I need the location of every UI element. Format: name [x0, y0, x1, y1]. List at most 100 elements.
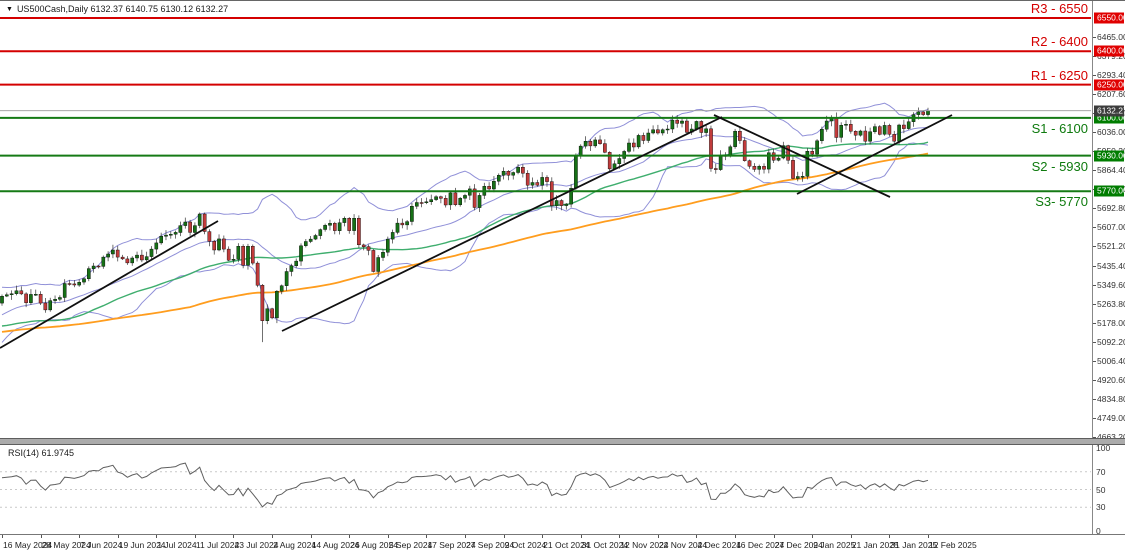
pane-separator[interactable]: [0, 438, 1125, 445]
time-tick-label: 7 Jun 2024: [80, 540, 123, 550]
candle-body: [887, 125, 892, 135]
candle-body: [193, 225, 197, 233]
time-tick-mark: [657, 535, 659, 538]
candle-body: [135, 254, 139, 259]
time-tick-label: 27 Sep 2024: [465, 540, 515, 550]
time-tick-mark: [773, 535, 775, 538]
candle-body: [796, 176, 800, 179]
candle-body: [521, 166, 525, 174]
candle-body: [632, 142, 636, 148]
candle-body: [294, 260, 299, 267]
resistance-label-r2: R2 - 6400: [1030, 34, 1088, 50]
time-tick-label: 4 Dec 2024: [697, 540, 741, 550]
candle-body: [554, 200, 559, 206]
candle-body: [207, 231, 212, 242]
candle-body: [636, 135, 641, 148]
time-tick-label: 16 Dec 2024: [736, 540, 785, 550]
candle-body: [660, 129, 665, 134]
candle-body: [492, 180, 496, 190]
candle-body: [125, 258, 130, 264]
time-tick-label: 17 Sep 2024: [427, 540, 476, 550]
candle-body: [791, 160, 795, 179]
candle-body: [559, 200, 564, 206]
candle-body: [535, 182, 540, 186]
candle-body: [106, 253, 110, 258]
candle-body: [453, 192, 458, 205]
trendline-1[interactable]: [0, 220, 219, 349]
candle-body: [333, 223, 337, 231]
time-tick-mark: [927, 535, 929, 538]
candle-body: [130, 257, 135, 264]
time-tick-mark: [40, 535, 42, 538]
time-tick-mark: [156, 535, 158, 538]
time-tick-mark: [889, 535, 891, 538]
candle-body: [236, 245, 241, 260]
candle-body: [120, 256, 125, 260]
candle-body: [670, 119, 675, 130]
price-tick-label: 5263.80: [1097, 298, 1125, 309]
level-price-badge-r2: 6400.00: [1094, 45, 1125, 57]
price-tick-label: 5607.00: [1097, 222, 1125, 233]
trendline-2[interactable]: [281, 116, 723, 332]
time-axis[interactable]: 16 May 2024 28 May 2024 7 Jun 2024 19 Jun 2…: [0, 534, 1125, 550]
candle-body: [815, 140, 819, 155]
candle-body: [96, 265, 101, 268]
candle-body: [849, 124, 853, 132]
trendline-4[interactable]: [796, 114, 953, 195]
rsi-scale-label: 70: [1096, 466, 1106, 477]
candle-body: [115, 249, 120, 258]
price-tick-mark: [1093, 436, 1096, 438]
candle-body: [328, 223, 332, 226]
price-tick-label: 5864.40: [1097, 165, 1125, 176]
time-tick-label: 14 Aug 2024: [311, 540, 360, 550]
price-tick-label: 4834.80: [1097, 393, 1125, 404]
candle-body: [188, 221, 192, 233]
time-tick-label: 12 Feb 2025: [928, 540, 977, 550]
candle-body: [14, 290, 19, 294]
candle-body: [704, 128, 708, 133]
candle-body: [593, 139, 597, 147]
candle-body: [878, 126, 882, 135]
ma-fast-line[interactable]: [1, 141, 929, 327]
support-label-s1: S1 - 6100: [1031, 120, 1088, 136]
time-tick-label: 26 Aug 2024: [350, 540, 398, 550]
candle-body: [627, 142, 631, 152]
candle-body: [434, 196, 438, 200]
price-tick-label: 6036.00: [1097, 127, 1125, 138]
time-tick-mark: [850, 535, 852, 538]
candle-body: [651, 129, 655, 134]
candle-body: [564, 203, 569, 206]
candle-body: [366, 246, 371, 251]
candle-body: [168, 233, 173, 236]
candle-body: [718, 155, 723, 170]
symbol-info[interactable]: ▼ US500Cash,Daily 6132.37 6140.75 6130.1…: [6, 4, 228, 14]
candle-body: [728, 146, 733, 156]
candle-body: [458, 198, 463, 205]
candle-body: [0, 296, 4, 304]
candle-body: [781, 145, 786, 159]
ma-slow-line[interactable]: [1, 152, 929, 333]
price-tick-mark: [1093, 36, 1096, 38]
time-tick-label: 19 Jun 2024: [118, 540, 166, 550]
candle-body: [424, 201, 429, 204]
candle-body: [805, 150, 810, 177]
candle-body: [569, 188, 573, 205]
candle-body: [694, 121, 699, 130]
candle-body: [603, 143, 607, 153]
time-tick-mark: [117, 535, 119, 538]
price-axis[interactable]: 6465.006379.206293.406207.606121.806036.…: [1092, 1, 1125, 534]
trendline-3[interactable]: [713, 114, 891, 198]
candle-body: [714, 168, 718, 170]
candle-body: [149, 248, 154, 257]
candle-body: [733, 130, 737, 147]
candle-body: [892, 134, 896, 142]
candle-body: [497, 174, 501, 182]
price-tick-label: 5092.20: [1097, 336, 1125, 347]
price-tick-mark: [1093, 265, 1096, 267]
price-tick-mark: [1093, 75, 1096, 76]
candle-body: [853, 130, 858, 136]
candle-body: [405, 221, 409, 226]
symbol-dropdown-icon[interactable]: ▼: [6, 5, 13, 13]
candle-body: [226, 248, 231, 261]
